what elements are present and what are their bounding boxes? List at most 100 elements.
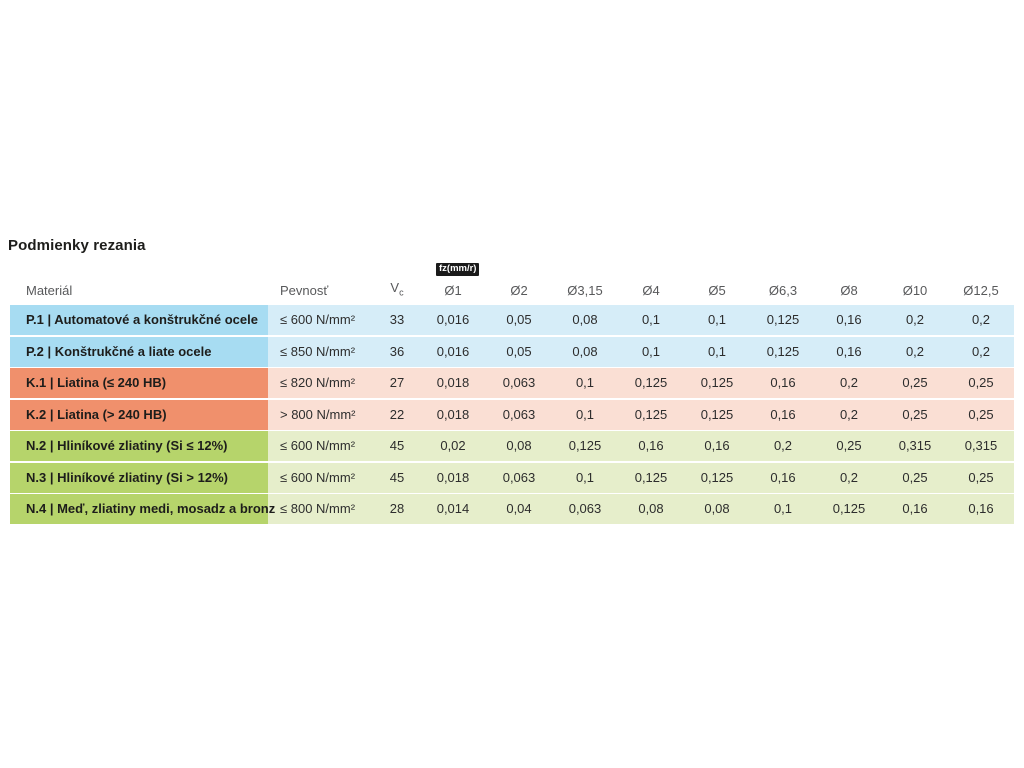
vc-subscript: c [399,288,404,298]
fz-value-cell: 0,125 [568,438,602,453]
fz-value-cell: 0,16 [770,375,796,390]
strength-cell: ≤ 800 N/mm² [280,501,356,516]
fz-value-cell: 0,08 [638,501,664,516]
vc-cell: 28 [389,501,405,516]
fz-value-cell: 0,018 [436,375,470,390]
fz-value-cell: 0,2 [971,343,991,359]
vc-cell: 22 [389,406,405,422]
fz-value-cell: 0,16 [770,469,796,485]
fz-value-cell: 0,05 [506,312,532,327]
fz-value-cell: 0,125 [832,501,866,516]
column-header-diameter: Ø8 [840,283,858,298]
column-header-diameter: Ø6,3 [768,283,798,298]
column-header-diameter: Ø1 [444,283,462,298]
column-header-diameter: Ø12,5 [963,283,999,298]
material-cell: K.2 | Liatina (> 240 HB) [10,399,268,430]
fz-value-cell: 0,014 [436,501,470,516]
fz-value-cell: 0,1 [575,469,595,485]
fz-value-cell: 0,02 [440,438,466,453]
fz-value-cell: 0,2 [839,375,859,390]
column-header-diameter: Ø5 [708,283,726,298]
fz-value-cell: 0,25 [968,469,994,485]
column-header-diameter: Ø2 [510,283,528,298]
fz-value-cell: 0,25 [968,406,994,422]
fz-value-cell: 0,125 [700,469,734,485]
table-row: N.3 | Hliníkové zliatiny (Si > 12%) ≤ 600… [10,462,1014,493]
fz-value-cell: 0,16 [770,406,796,422]
fz-value-cell: 0,1 [707,312,727,327]
fz-value-cell: 0,063 [502,469,536,485]
table-row: K.2 | Liatina (> 240 HB) > 800 N/mm² 22 0,0… [10,399,1014,430]
fz-value-cell: 0,016 [436,343,470,359]
fz-value-cell: 0,1 [641,343,661,359]
fz-value-cell: 0,1 [641,312,661,327]
fz-value-cell: 0,25 [968,375,994,390]
strength-cell: ≤ 600 N/mm² [280,469,356,485]
fz-value-cell: 0,16 [704,438,730,453]
table-header-row: Materiál Pevnosť Vc Ø1 Ø2 Ø3,15 Ø4 Ø5 Ø6,3 Ø8 Ø… [10,262,1014,305]
page-title: Podmienky rezania [8,237,146,254]
column-header-material: Materiál [26,283,73,298]
table-row: K.1 | Liatina (≤ 240 HB) ≤ 820 N/mm² 27 0,0… [10,368,1014,398]
fz-value-cell: 0,063 [568,501,602,516]
fz-value-cell: 0,25 [902,375,928,390]
fz-value-cell: 0,125 [634,375,668,390]
fz-value-cell: 0,2 [773,438,793,453]
table-body: P.1 | Automatové a konštrukčné ocele ≤ 60… [10,305,1014,524]
fz-value-cell: 0,16 [638,438,664,453]
fz-value-cell: 0,08 [506,438,532,453]
material-cell: N.4 | Meď, zliatiny medi, mosadz a bronz [10,494,275,524]
fz-value-cell: 0,25 [902,469,928,485]
strength-cell: ≤ 600 N/mm² [280,438,356,453]
material-cell: N.3 | Hliníkové zliatiny (Si > 12%) [10,462,268,493]
vc-cell: 45 [389,469,405,485]
fz-value-cell: 0,018 [436,469,470,485]
fz-value-cell: 0,25 [836,438,862,453]
fz-value-cell: 0,2 [839,469,859,485]
strength-cell: > 800 N/mm² [280,406,356,422]
fz-unit-badge: fz(mm/r) [436,263,480,277]
vc-label: V [390,280,400,296]
fz-value-cell: 0,16 [902,501,928,516]
material-cell: P.1 | Automatové a konštrukčné ocele [10,305,268,335]
strength-cell: ≤ 850 N/mm² [280,343,356,359]
vc-cell: 36 [389,343,405,359]
fz-value-cell: 0,1 [707,343,727,359]
table-row: P.2 | Konštrukčné a liate ocele ≤ 850 N/m… [10,336,1014,367]
fz-value-cell: 0,016 [436,312,470,327]
column-header-diameter: Ø4 [642,283,660,298]
fz-value-cell: 0,16 [836,312,862,327]
fz-value-cell: 0,16 [836,343,862,359]
column-header-diameter: Ø10 [902,283,928,298]
column-header-strength: Pevnosť [280,283,329,298]
fz-value-cell: 0,2 [905,312,925,327]
table-row: N.2 | Hliníkové zliatiny (Si ≤ 12%) ≤ 600… [10,431,1014,461]
material-cell: K.1 | Liatina (≤ 240 HB) [10,368,268,398]
fz-value-cell: 0,16 [968,501,994,516]
material-cell: N.2 | Hliníkové zliatiny (Si ≤ 12%) [10,431,268,461]
vc-cell: 27 [389,375,405,390]
material-cell: P.2 | Konštrukčné a liate ocele [10,336,268,367]
strength-cell: ≤ 600 N/mm² [280,312,356,327]
fz-value-cell: 0,125 [700,406,734,422]
fz-value-cell: 0,2 [839,406,859,422]
fz-value-cell: 0,063 [502,375,536,390]
table-row: N.4 | Meď, zliatiny medi, mosadz a bronz… [10,494,1014,524]
fz-value-cell: 0,125 [766,343,800,359]
vc-cell: 45 [389,438,405,453]
fz-value-cell: 0,125 [634,469,668,485]
table-row: P.1 | Automatové a konštrukčné ocele ≤ 60… [10,305,1014,335]
fz-value-cell: 0,125 [766,312,800,327]
fz-value-cell: 0,315 [898,438,932,453]
fz-value-cell: 0,2 [905,343,925,359]
column-header-vc: Vc [374,280,420,305]
strength-cell: ≤ 820 N/mm² [280,375,356,390]
fz-value-cell: 0,08 [704,501,730,516]
fz-value-cell: 0,063 [502,406,536,422]
column-header-diameter: Ø3,15 [567,283,603,298]
fz-value-cell: 0,018 [436,406,470,422]
fz-value-cell: 0,2 [971,312,991,327]
fz-value-cell: 0,04 [506,501,532,516]
fz-value-cell: 0,08 [572,343,598,359]
